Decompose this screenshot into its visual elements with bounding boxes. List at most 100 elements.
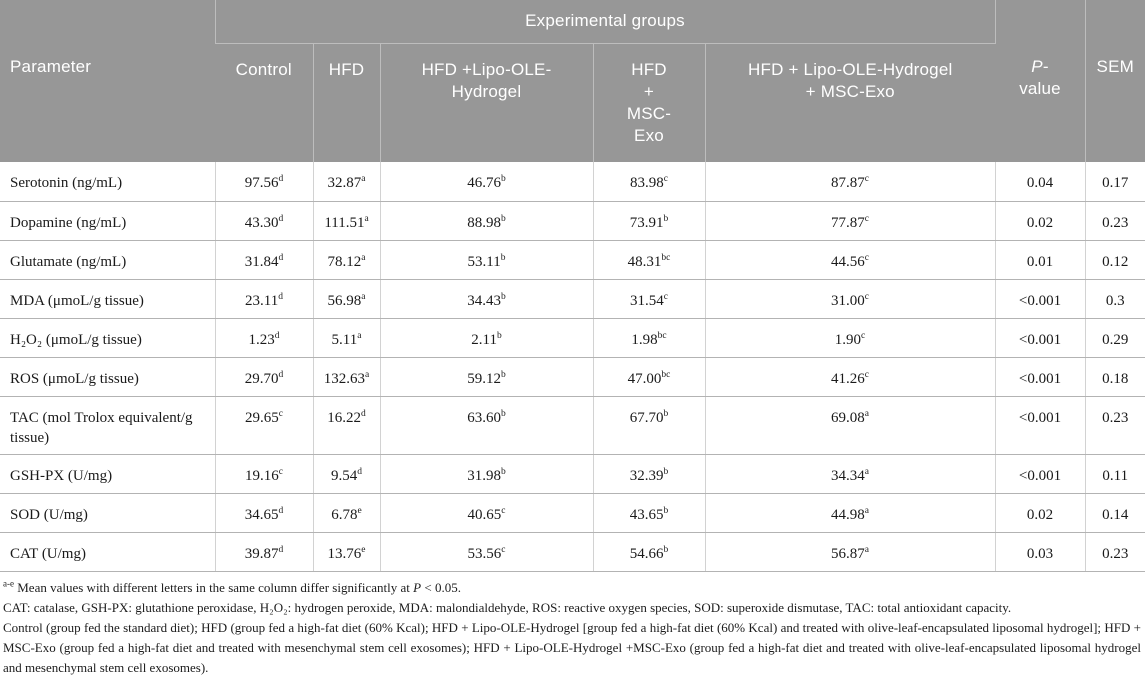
footnote-italic-p: P [413,579,422,595]
value-text: 32.87 [327,175,362,191]
footnote-superscript-range: a-e [3,578,14,589]
value-text: 59.12 [467,370,501,387]
value-cell: 53.11b [379,240,593,280]
parameter-cell: ROS (μmoL/g tissue) [0,357,215,397]
header-row-groups: Parameter Experimental groups P- value S… [0,0,1145,162]
value-text: 44.98 [831,506,865,523]
value-text: 13.76 [327,545,362,562]
value-text: 63.60 [467,409,501,426]
significance-superscript: d [278,252,284,263]
value-text: 88.98 [467,214,501,231]
significance-superscript: b [496,330,502,341]
significance-superscript: d [278,174,284,184]
value-cell: 43.65b [592,493,705,533]
value-cell: 34.34a [704,454,996,494]
header-row-treatments: Control HFD HFD +Lipo-OLE- Hydrogel HFD … [0,42,1145,162]
significance-superscript: b [501,174,506,184]
value-text: 31.54 [630,292,664,309]
table-row: MDA (μmoL/g tissue) 23.11d 56.98a 34.43b 31.… [0,279,1145,319]
value-text: 43.65 [629,506,664,523]
value-cell: 23.11d [214,279,313,319]
value-cell: 32.87a [312,162,380,202]
footnote-significance: a-e Mean values with different letters i… [3,578,1141,598]
significance-superscript: a [361,252,366,263]
value-cell: 54.66b [592,532,705,572]
sem-cell: 0.3 [1084,279,1145,319]
sem-cell: 0.23 [1084,201,1145,241]
sem-cell: 0.29 [1084,318,1145,358]
significance-superscript: c [278,408,283,419]
significance-superscript: b [663,213,669,224]
sem-cell: 0.23 [1084,532,1145,572]
value-text: 5.11 [331,331,358,348]
p-value-cell: <0.001 [994,357,1086,397]
value-cell: 48.31bc [592,240,705,280]
value-cell: 31.54c [592,279,705,319]
significance-superscript: d [361,408,366,419]
significance-superscript: d [278,544,284,555]
value-cell: 69.08a [704,396,996,455]
sem-cell: 0.18 [1084,357,1145,397]
p-value-italic-p: P [1031,57,1043,76]
table-row: SOD (U/mg) 34.65d 6.78e 40.65c 43.65b 44.98a 0… [0,493,1145,533]
value-text: 87.87 [831,175,865,191]
value-text: 6.78 [331,506,358,523]
sem-cell: 0.23 [1084,396,1145,455]
value-cell: 31.84d [214,240,313,280]
significance-superscript: a [864,408,869,419]
value-text: 1.90 [834,331,862,348]
value-cell: 5.11a [312,318,380,358]
value-text: 34.43 [467,292,501,309]
value-cell: 40.65c [379,493,593,533]
parameter-cell: Glutamate (ng/mL) [0,240,215,280]
column-header-hfd: HFD [312,42,380,162]
significance-superscript: e [357,505,362,516]
value-text: 54.66 [629,545,664,562]
column-header-hfd-lipo-ole-hydrogel-msc-exo: HFD + Lipo-OLE-Hydrogel + MSC-Exo [704,42,996,162]
significance-superscript: b [663,544,669,555]
value-cell: 46.76b [379,162,593,202]
significance-superscript: a [361,174,366,184]
significance-superscript: c [864,369,869,380]
footnote-significance-threshold: < 0.05. [424,579,461,595]
significance-superscript: bc [657,330,667,341]
value-cell: 43.30d [214,201,313,241]
value-text: 29.70 [244,370,279,387]
value-cell: 67.70b [592,396,705,455]
value-cell: 29.70d [214,357,313,397]
table-row: Dopamine (ng/mL) 43.30d 111.51a 88.98b 73.91… [0,201,1145,241]
value-cell: 1.98bc [592,318,705,358]
value-text: 56.98 [327,292,362,309]
value-cell: 19.16c [214,454,313,494]
significance-superscript: a [361,291,366,302]
significance-superscript: d [357,466,362,477]
value-text: 19.16 [245,467,279,484]
significance-superscript: c [864,291,869,302]
significance-superscript: b [501,369,506,380]
significance-superscript: c [861,330,866,341]
value-cell: 77.87c [704,201,996,241]
value-text: 39.87 [244,545,279,562]
footnote-group-definitions: Control (group fed the standard diet); H… [3,619,1141,676]
p-value-label-rest: - value [1019,57,1061,98]
table-row: ROS (μmoL/g tissue) 29.70d 132.63a 59.12b 47… [0,357,1145,397]
significance-superscript: c [278,466,283,477]
significance-superscript: c [663,174,668,184]
footnote-abbreviations: CAT: catalase, GSH-PX: glutathione perox… [3,599,1012,615]
value-text: 34.65 [244,506,279,523]
value-text: 48.31 [627,253,662,270]
value-text: 29.65 [245,409,279,426]
value-cell: 13.76e [312,532,380,572]
p-value-cell: 0.04 [994,162,1086,202]
value-text: 9.54 [331,467,358,484]
column-header-control: Control [215,42,313,162]
value-cell: 97.56d [214,162,313,202]
value-cell: 78.12a [312,240,380,280]
value-cell: 73.91b [592,201,705,241]
parameter-cell: CAT (U/mg) [0,532,215,572]
value-text: 1.23 [248,331,275,348]
value-text: 43.30 [244,214,279,231]
significance-superscript: e [361,544,366,555]
value-cell: 87.87c [704,162,996,202]
value-cell: 47.00bc [592,357,705,397]
